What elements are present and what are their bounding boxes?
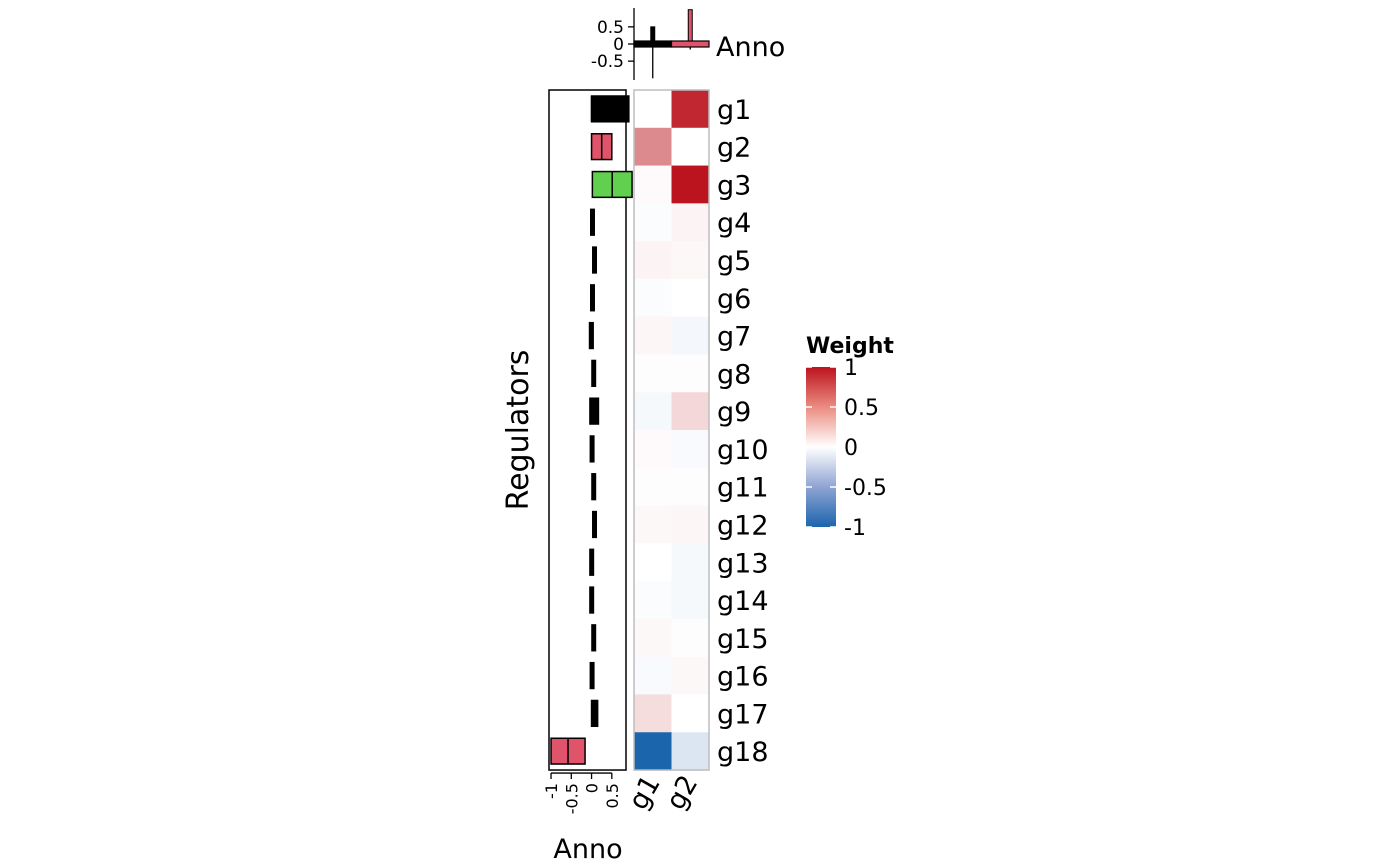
heatmap-cell-g12-g1	[634, 505, 672, 544]
row-box-g14	[589, 586, 595, 614]
heatmap-cell-g6-g2	[671, 278, 710, 318]
row-box-g5	[592, 246, 598, 274]
column-box-g2	[670, 40, 710, 48]
row-box-g11	[591, 473, 597, 501]
heatmap-cell-g7-g1	[634, 316, 672, 355]
heatmap-cell-g16-g1	[634, 656, 672, 695]
heatmap-cell-g2-g2	[671, 127, 710, 167]
row-label-g10: g10	[717, 435, 769, 466]
heatmap-cell-g8-g2	[671, 354, 710, 393]
heatmap-cell-g1-g1	[634, 90, 672, 129]
legend-tick-label: 1	[844, 356, 858, 381]
row-box-g13	[589, 548, 595, 576]
heatmap-cell-g15-g2	[671, 618, 710, 658]
heatmap-cell-g7-g2	[671, 316, 710, 355]
row-box-g16	[589, 661, 595, 690]
row-box-g15	[591, 624, 597, 652]
row-annotation-tick-label: -0.5	[562, 783, 581, 814]
row-label-g16: g16	[717, 662, 769, 693]
heatmap-cell-g5-g2	[671, 241, 710, 280]
heatmap-cell-g6-g1	[634, 278, 672, 318]
y-axis-title: Regulators	[501, 350, 536, 511]
heatmap-cell-g15-g1	[634, 618, 672, 658]
row-label-g12: g12	[717, 510, 769, 541]
heatmap-cell-g13-g1	[634, 543, 672, 582]
column-annotation-tick-label: -0.5	[591, 52, 624, 72]
row-label-g1: g1	[717, 95, 751, 126]
row-box-g6	[589, 284, 595, 312]
column-box-upper-g1	[650, 26, 656, 42]
column-annotation-tick-label: 0.5	[597, 18, 624, 38]
row-label-g8: g8	[717, 359, 751, 390]
row-label-g9: g9	[717, 397, 751, 428]
row-label-g17: g17	[717, 699, 769, 730]
heatmap-cell-g8-g1	[634, 354, 672, 393]
row-label-g7: g7	[717, 322, 751, 353]
row-label-g14: g14	[717, 586, 769, 617]
heatmap-cell-g1-g2	[671, 90, 710, 129]
row-box-g8	[591, 359, 597, 387]
legend-tick-label: 0.5	[844, 396, 879, 421]
heatmap-cell-g18-g1	[634, 732, 672, 771]
heatmap-cell-g10-g1	[634, 430, 672, 469]
heatmap-cell-g11-g2	[671, 467, 710, 507]
heatmap-cell-g3-g2	[671, 165, 710, 204]
row-box-g12	[592, 510, 598, 539]
row-annotation-tick-label: 0	[583, 783, 602, 793]
heatmap-cell-g13-g2	[671, 543, 710, 582]
heatmap-cell-g2-g1	[634, 127, 672, 167]
heatmap-border	[633, 89, 710, 771]
heatmap-cell-g11-g1	[634, 467, 672, 507]
heatmap-cell-g4-g1	[634, 203, 672, 242]
legend-tick-label: -0.5	[844, 476, 887, 501]
row-box-g17	[590, 699, 599, 728]
heatmap-cell-g17-g1	[634, 694, 672, 733]
legend-tick-label: 0	[844, 436, 858, 461]
row-annotation-panel: -1 -0.5 0 0.5	[542, 89, 633, 814]
column-label-g1: g1	[623, 770, 667, 815]
heatmap-panel: g1g2g3g4g5g6g7g8g9g10g11g12g13g14g15g16g…	[623, 89, 769, 815]
heatmap-cell-g16-g2	[671, 656, 710, 695]
column-box-upper-g2	[687, 9, 693, 42]
row-label-g5: g5	[717, 246, 751, 277]
heatmap-cell-g9-g2	[671, 392, 710, 431]
heatmap-cell-g18-g2	[671, 732, 710, 771]
column-box-g1	[633, 40, 673, 48]
heatmap-cell-g3-g1	[634, 165, 672, 204]
row-label-g6: g6	[717, 284, 751, 315]
column-label-g2: g2	[660, 770, 704, 815]
row-annotation-border	[548, 89, 627, 771]
heatmap-cell-g4-g2	[671, 203, 710, 242]
legend-title: Weight	[806, 334, 894, 359]
row-label-g15: g15	[717, 624, 769, 655]
heatmap-cell-g9-g1	[634, 392, 672, 431]
row-label-g11: g11	[717, 473, 769, 504]
heatmap-cell-g12-g2	[671, 505, 710, 544]
row-label-g18: g18	[717, 737, 769, 768]
row-label-g3: g3	[717, 170, 751, 201]
row-box-g1	[590, 95, 630, 123]
heatmap-cell-g5-g1	[634, 241, 672, 280]
row-label-g13: g13	[717, 548, 769, 579]
row-annotation-tick-label: 0.5	[603, 783, 622, 808]
row-box-g7	[588, 321, 594, 350]
column-annotation-label: Anno	[716, 32, 785, 63]
heatmap-cell-g10-g2	[671, 430, 710, 469]
row-label-g2: g2	[717, 133, 751, 164]
row-annotation-xlabel: Anno	[553, 834, 622, 865]
heatmap-cell-g14-g2	[671, 581, 710, 620]
row-annotation-tick-label: -1	[542, 783, 561, 799]
heatmap-cell-g17-g2	[671, 694, 710, 733]
heatmap-cell-g14-g1	[634, 581, 672, 620]
column-annotation-tick-label: 0	[613, 35, 624, 55]
row-label-g4: g4	[717, 208, 751, 239]
legend-tick-label: -1	[844, 516, 866, 541]
column-annotation-panel: 0.50-0.5	[591, 8, 710, 80]
row-box-g4	[589, 208, 595, 236]
row-box-g10	[589, 435, 595, 463]
